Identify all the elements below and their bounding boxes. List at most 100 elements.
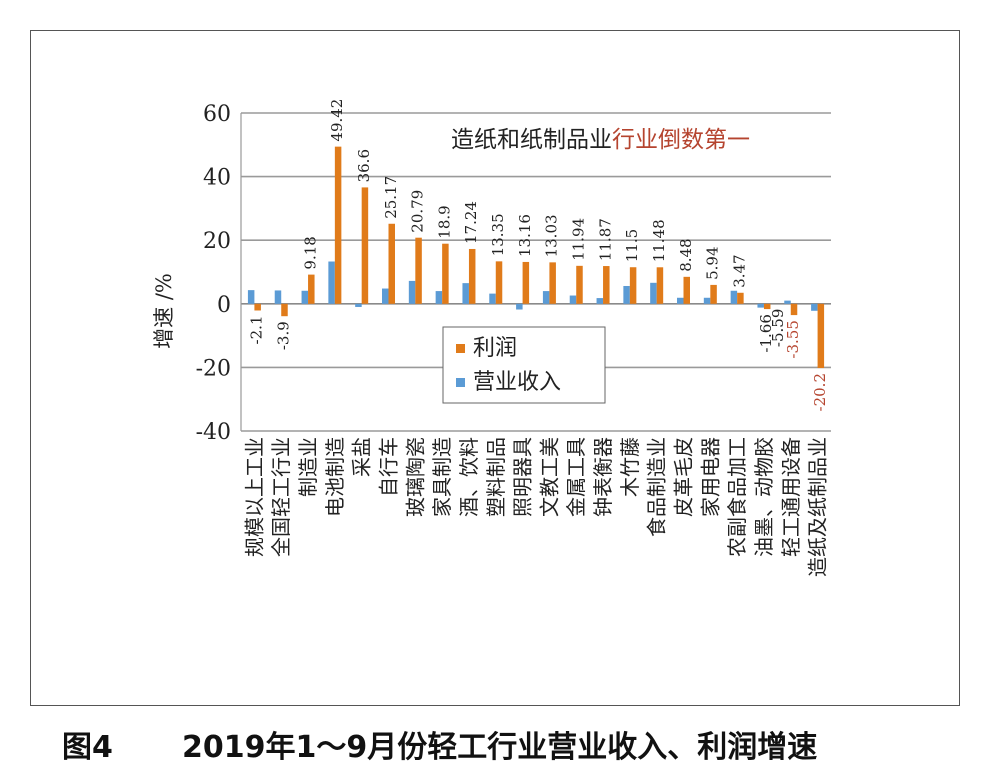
bar-revenue: [730, 290, 738, 304]
bar-profit: [817, 303, 825, 369]
bar-chart: 60 40 20 0 -20 -40 增速 /% 造纸和纸制品业行业倒数第一 -2.1 -3…: [152, 99, 831, 577]
x-tick-label: 钟表衡器: [591, 437, 615, 517]
data-label: 9.18: [301, 236, 319, 269]
bar-revenue: [328, 261, 335, 304]
bar-profit: [308, 274, 315, 304]
x-tick-label: 食品制造业: [645, 437, 669, 537]
legend-entry-profit: 利润: [473, 336, 517, 361]
bar-revenue: [703, 297, 711, 304]
bar-revenue: [247, 290, 255, 304]
bar-profit: [763, 303, 771, 310]
bar-profit: [710, 284, 717, 304]
legend-box: [442, 326, 606, 404]
bar-revenue: [355, 303, 362, 307]
x-tick-label: 造纸及纸制品业: [806, 437, 830, 577]
data-label: -1.66: [757, 314, 775, 352]
x-tick-label: 轻工通用设备: [779, 437, 803, 557]
bar-profit: [281, 303, 288, 317]
y-axis: 60 40 20 0 -20 -40: [196, 102, 242, 445]
data-label: 13.16: [516, 214, 534, 257]
data-label: -3.55: [784, 320, 802, 358]
bars: [247, 146, 825, 369]
bar-revenue: [650, 282, 657, 304]
x-tick-label: 电池制造: [323, 437, 347, 517]
legend-swatch-revenue: [456, 378, 465, 387]
bar-revenue: [301, 290, 309, 304]
bar-profit: [361, 187, 369, 304]
data-label: -5.59: [769, 309, 787, 347]
bar-profit: [576, 265, 583, 304]
data-label: 25.17: [382, 176, 400, 219]
y-tick-label: 20: [203, 229, 231, 254]
bar-profit: [522, 261, 530, 304]
chart-frame: 60 40 20 0 -20 -40 增速 /% 造纸和纸制品业行业倒数第一 -2.1 -3…: [30, 30, 960, 706]
x-tick-label: 农副食品加工: [725, 437, 749, 557]
bar-profit: [603, 266, 610, 304]
x-tick-label: 自行车: [377, 437, 401, 497]
bar-revenue: [382, 288, 389, 304]
x-tick-labels: 规模以上工业 全国轻工行业 制造业 电池制造 采盐 自行车 玻璃陶瓷 家具制造 酒、饮料 塑料制品…: [242, 437, 829, 577]
x-tick-label: 家用电器: [698, 437, 722, 517]
bar-profit: [737, 292, 744, 304]
bar-profit: [495, 261, 503, 304]
data-label: -2.1: [248, 316, 266, 345]
y-tick-label: -40: [196, 420, 231, 445]
bar-revenue: [516, 303, 523, 310]
data-label: 8.48: [677, 238, 695, 271]
x-tick-label: 玻璃陶瓷: [403, 437, 427, 517]
bar-revenue: [489, 293, 496, 304]
bar-revenue: [435, 291, 443, 304]
x-tick-label: 采盐: [350, 437, 374, 477]
y-axis-label: 增速 /%: [152, 273, 176, 349]
x-tick-label: 油墨、动物胶: [752, 437, 776, 557]
y-tick-label: 40: [203, 166, 231, 191]
legend: 利润 营业收入: [442, 326, 606, 404]
data-label: 18.9: [435, 205, 453, 238]
figure-title: 2019年1～9月份轻工行业营业收入、利润增速: [182, 730, 818, 765]
x-tick-label: 规模以上工业: [242, 437, 266, 557]
bar-profit: [468, 248, 476, 304]
value-labels: -2.1 -3.9 9.18 49.42 36.6 25.17 20.79 18.9 17.24…: [248, 99, 829, 412]
data-label: 17.24: [462, 201, 480, 244]
data-label: 11.5: [623, 229, 641, 262]
y-tick-label: -20: [196, 356, 231, 381]
x-tick-label: 金属工具: [564, 437, 588, 517]
bar-revenue: [274, 290, 282, 304]
bar-revenue: [408, 280, 416, 304]
bar-revenue: [811, 303, 818, 311]
figure-number: 图4: [62, 730, 113, 765]
data-label: 3.47: [730, 254, 748, 287]
bar-profit: [549, 262, 556, 304]
data-label: 20.79: [409, 190, 427, 233]
bar-revenue: [462, 283, 469, 304]
bar-profit: [629, 267, 637, 304]
x-tick-label: 照明器具: [511, 437, 535, 517]
bar-profit: [656, 267, 664, 304]
x-tick-label: 全国轻工行业: [269, 437, 293, 557]
x-tick-label: 文教工美: [537, 437, 561, 517]
y-tick-label: 60: [203, 102, 231, 127]
data-label: 13.35: [489, 213, 507, 256]
data-label: 11.48: [650, 219, 668, 262]
data-label: 11.94: [570, 218, 588, 261]
x-tick-label: 制造业: [296, 437, 320, 497]
x-tick-label: 皮革毛皮: [672, 437, 696, 517]
bar-profit: [334, 146, 342, 304]
bar-profit: [254, 303, 261, 311]
bar-profit: [683, 276, 690, 304]
bar-profit: [388, 223, 395, 304]
legend-swatch-profit: [456, 344, 465, 353]
bar-revenue: [784, 300, 791, 304]
data-label: 49.42: [328, 99, 346, 142]
x-tick-label: 酒、饮料: [457, 437, 481, 517]
legend-entry-revenue: 营业收入: [473, 370, 561, 395]
bar-revenue: [623, 285, 630, 304]
x-tick-label: 塑料制品: [484, 437, 508, 517]
x-tick-label: 家具制造: [430, 437, 454, 517]
bar-revenue: [542, 291, 550, 304]
bar-profit: [415, 237, 422, 304]
data-label: 13.03: [543, 214, 561, 257]
bar-revenue: [569, 295, 577, 304]
data-label: -20.2: [811, 373, 829, 411]
figure-caption: 图4 2019年1～9月份轻工行业营业收入、利润增速: [0, 712, 1000, 772]
